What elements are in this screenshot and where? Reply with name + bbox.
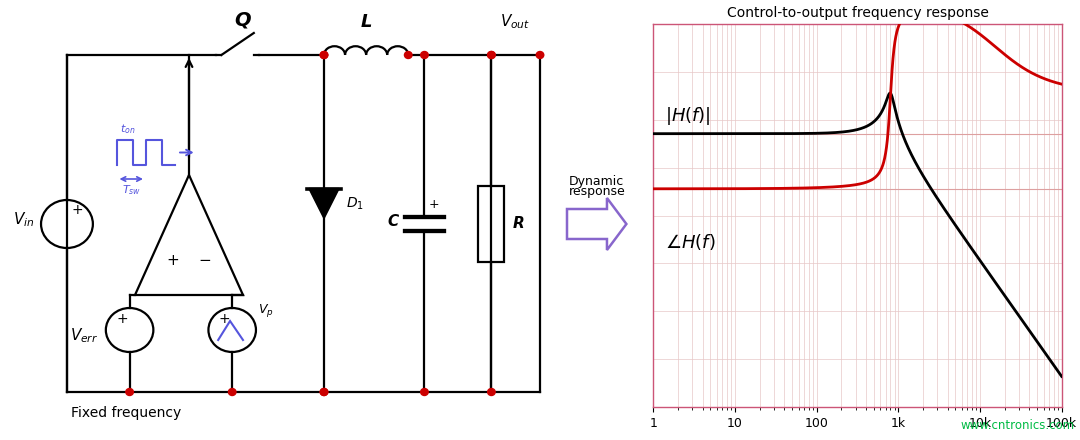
Text: +: +: [219, 312, 230, 326]
Circle shape: [404, 51, 411, 59]
Text: Dynamic: Dynamic: [569, 175, 624, 188]
Circle shape: [320, 389, 327, 396]
Text: −: −: [199, 253, 212, 268]
Text: +: +: [429, 198, 440, 210]
Circle shape: [487, 51, 495, 59]
Circle shape: [320, 389, 327, 396]
Text: $V_{err}$: $V_{err}$: [70, 326, 98, 345]
Circle shape: [487, 51, 495, 59]
Text: +: +: [166, 253, 179, 268]
Text: www.cntronics.com: www.cntronics.com: [960, 419, 1075, 432]
Text: $D_1$: $D_1$: [346, 195, 364, 212]
Text: Q: Q: [234, 10, 252, 29]
Circle shape: [320, 51, 327, 59]
Text: R: R: [513, 216, 525, 231]
Text: Fixed frequency: Fixed frequency: [71, 406, 181, 420]
Text: +: +: [72, 203, 83, 217]
Circle shape: [320, 51, 327, 59]
Polygon shape: [309, 188, 339, 219]
Title: Control-to-output frequency response: Control-to-output frequency response: [727, 6, 988, 20]
Circle shape: [420, 51, 428, 59]
Circle shape: [125, 389, 134, 396]
Text: $V_p$: $V_p$: [258, 301, 274, 319]
Text: $T_{sw}$: $T_{sw}$: [122, 183, 140, 197]
Text: $\angle H(f)$: $\angle H(f)$: [665, 232, 716, 253]
Text: response: response: [569, 185, 626, 198]
Text: C: C: [388, 214, 399, 229]
Circle shape: [487, 389, 495, 396]
Bar: [478, 186, 504, 261]
Circle shape: [228, 389, 235, 396]
Text: L: L: [361, 13, 372, 31]
Text: $t_{on}$: $t_{on}$: [120, 122, 135, 136]
Text: $|H(f)|$: $|H(f)|$: [665, 105, 711, 127]
Circle shape: [536, 51, 543, 59]
Text: +: +: [117, 312, 127, 326]
Text: $V_{in}$: $V_{in}$: [13, 211, 35, 229]
Text: $V_{out}$: $V_{out}$: [500, 12, 530, 31]
Circle shape: [420, 389, 428, 396]
